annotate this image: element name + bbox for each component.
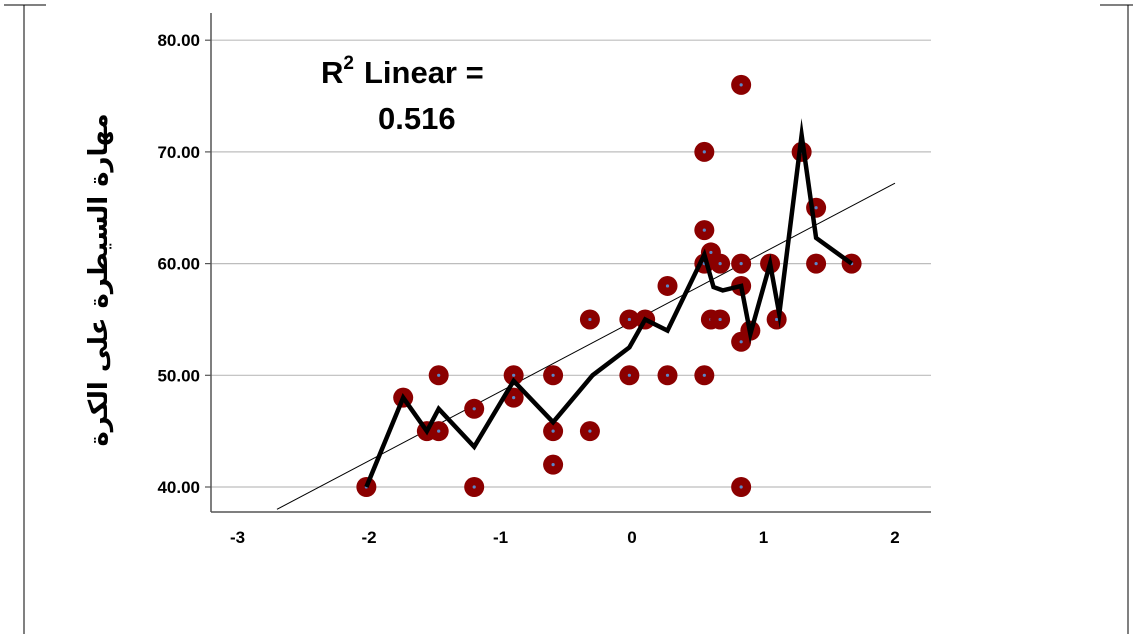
- data-point: [619, 309, 640, 330]
- x-tick-label: -3: [230, 528, 245, 547]
- data-point: [464, 398, 485, 419]
- y-tick-labels: 40.00 50.00 60.00 70.00 80.00: [157, 31, 211, 497]
- data-point: [543, 365, 564, 386]
- data-point: [464, 477, 485, 497]
- data-point-center: [739, 485, 743, 489]
- data-point-center: [627, 317, 631, 322]
- data-point: [657, 275, 678, 296]
- gridlines: [211, 39, 931, 488]
- data-point-center: [709, 250, 713, 255]
- data-point: [766, 309, 787, 330]
- r2-annotation-prefix: R: [321, 55, 343, 90]
- data-point-center: [627, 373, 631, 377]
- x-tick-labels: -3 -2 -1 0 1 2: [230, 528, 900, 547]
- data-point-center: [702, 373, 706, 377]
- data-point: [579, 421, 600, 442]
- r2-annotation-superscript: 2: [343, 53, 354, 74]
- data-point-center: [551, 463, 555, 467]
- data-point: [710, 309, 731, 330]
- data-point-center: [814, 206, 818, 210]
- data-point-center: [437, 429, 441, 433]
- data-point-center: [551, 429, 555, 433]
- data-point-center: [512, 396, 516, 400]
- data-point-center: [512, 373, 516, 377]
- data-point-center: [588, 317, 592, 322]
- data-point: [731, 253, 752, 274]
- data-point-center: [472, 485, 476, 489]
- data-point: [710, 253, 731, 274]
- data-point-center: [814, 262, 818, 266]
- data-point: [806, 253, 827, 274]
- x-tick-label: 2: [890, 528, 899, 547]
- data-point-center: [718, 262, 722, 266]
- data-point: [694, 141, 715, 162]
- data-point-center: [702, 150, 706, 154]
- data-point-center: [702, 228, 706, 232]
- r2-annotation-suffix: Linear =: [364, 55, 484, 90]
- data-point: [657, 365, 678, 386]
- data-point-center: [665, 373, 670, 377]
- data-point-center: [437, 373, 441, 377]
- data-point: [543, 454, 564, 475]
- data-point-center: [775, 317, 779, 322]
- loess-line: [364, 118, 853, 488]
- data-point-center: [718, 317, 722, 322]
- data-point: [731, 477, 752, 497]
- x-tick-label: -2: [361, 528, 376, 547]
- data-point-center: [588, 429, 592, 433]
- y-tick-label: 70.00: [157, 143, 200, 162]
- data-point-center: [665, 284, 670, 288]
- y-tick-label: 60.00: [157, 255, 200, 274]
- data-point: [694, 365, 715, 386]
- data-point-center: [472, 407, 476, 411]
- data-point-center: [739, 262, 743, 266]
- y-tick-label: 50.00: [157, 366, 200, 385]
- y-tick-label: 40.00: [157, 478, 200, 497]
- linear-fit-line: [276, 182, 896, 510]
- data-point-center: [739, 83, 743, 87]
- y-axis-title: مهارة السيطرة على الكرة: [84, 113, 114, 446]
- data-point-center: [739, 340, 743, 344]
- data-point: [503, 365, 524, 386]
- data-point: [543, 421, 564, 442]
- data-point: [694, 220, 715, 241]
- data-point: [731, 74, 752, 95]
- data-point: [428, 365, 449, 386]
- data-point: [579, 309, 600, 330]
- r2-annotation-line1: R2 Linear =: [321, 53, 484, 90]
- x-tick-label: 1: [759, 528, 768, 547]
- y-tick-label: 80.00: [157, 31, 200, 50]
- axes: [210, 13, 931, 513]
- data-points: [356, 74, 862, 497]
- x-tick-label: 0: [627, 528, 636, 547]
- r2-annotation-value: 0.516: [378, 101, 456, 136]
- data-point: [428, 421, 449, 442]
- x-tick-label: -1: [493, 528, 508, 547]
- data-point: [619, 365, 640, 386]
- data-point-center: [551, 373, 555, 377]
